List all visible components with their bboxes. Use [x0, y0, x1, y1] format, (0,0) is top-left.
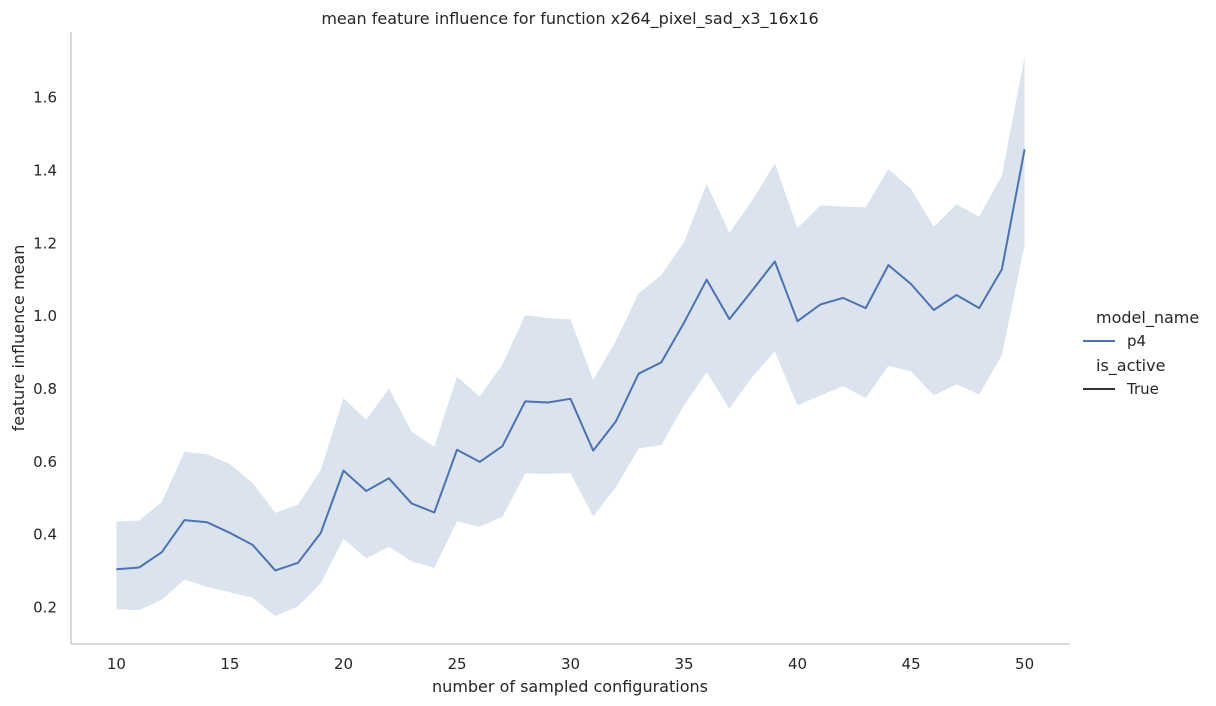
legend-label-p4: p4: [1127, 332, 1146, 350]
x-tick-label-30: 30: [561, 655, 580, 673]
legend: model_name p4 is_active True: [1083, 308, 1199, 398]
y-tick-label-0.2: 0.2: [33, 599, 57, 617]
chart-title: mean feature influence for function x264…: [321, 9, 818, 29]
confidence-band-p4: [116, 56, 1025, 617]
y-axis-title: feature influence mean: [9, 245, 28, 432]
x-tick-labels: 10 15 20 25 30 35 40 45 50: [107, 655, 1034, 673]
confidence-band-layer: [116, 56, 1025, 617]
x-tick-label-20: 20: [334, 655, 353, 673]
legend-label-true: True: [1126, 380, 1159, 398]
x-axis-title: number of sampled configurations: [432, 677, 708, 696]
series-line-p4: [116, 149, 1026, 572]
y-tick-labels: 0.2 0.4 0.6 0.8 1.0 1.2 1.4 1.6: [33, 89, 57, 617]
y-tick-label-0.4: 0.4: [33, 526, 57, 544]
x-tick-label-15: 15: [220, 655, 239, 673]
y-tick-label-0.8: 0.8: [33, 380, 57, 398]
x-tick-label-40: 40: [788, 655, 807, 673]
y-tick-label-0.6: 0.6: [33, 453, 57, 471]
y-tick-label-1.0: 1.0: [33, 307, 57, 325]
y-tick-label-1.2: 1.2: [33, 234, 57, 252]
x-tick-label-35: 35: [674, 655, 693, 673]
legend-group-title-model-name: model_name: [1096, 308, 1199, 328]
y-tick-label-1.4: 1.4: [33, 161, 57, 179]
x-tick-label-50: 50: [1015, 655, 1034, 673]
x-tick-label-45: 45: [902, 655, 921, 673]
y-tick-label-1.6: 1.6: [33, 89, 57, 107]
legend-group-title-is-active: is_active: [1096, 356, 1165, 376]
x-tick-label-10: 10: [107, 655, 126, 673]
x-tick-label-25: 25: [447, 655, 466, 673]
series-line-layer: [116, 149, 1026, 572]
